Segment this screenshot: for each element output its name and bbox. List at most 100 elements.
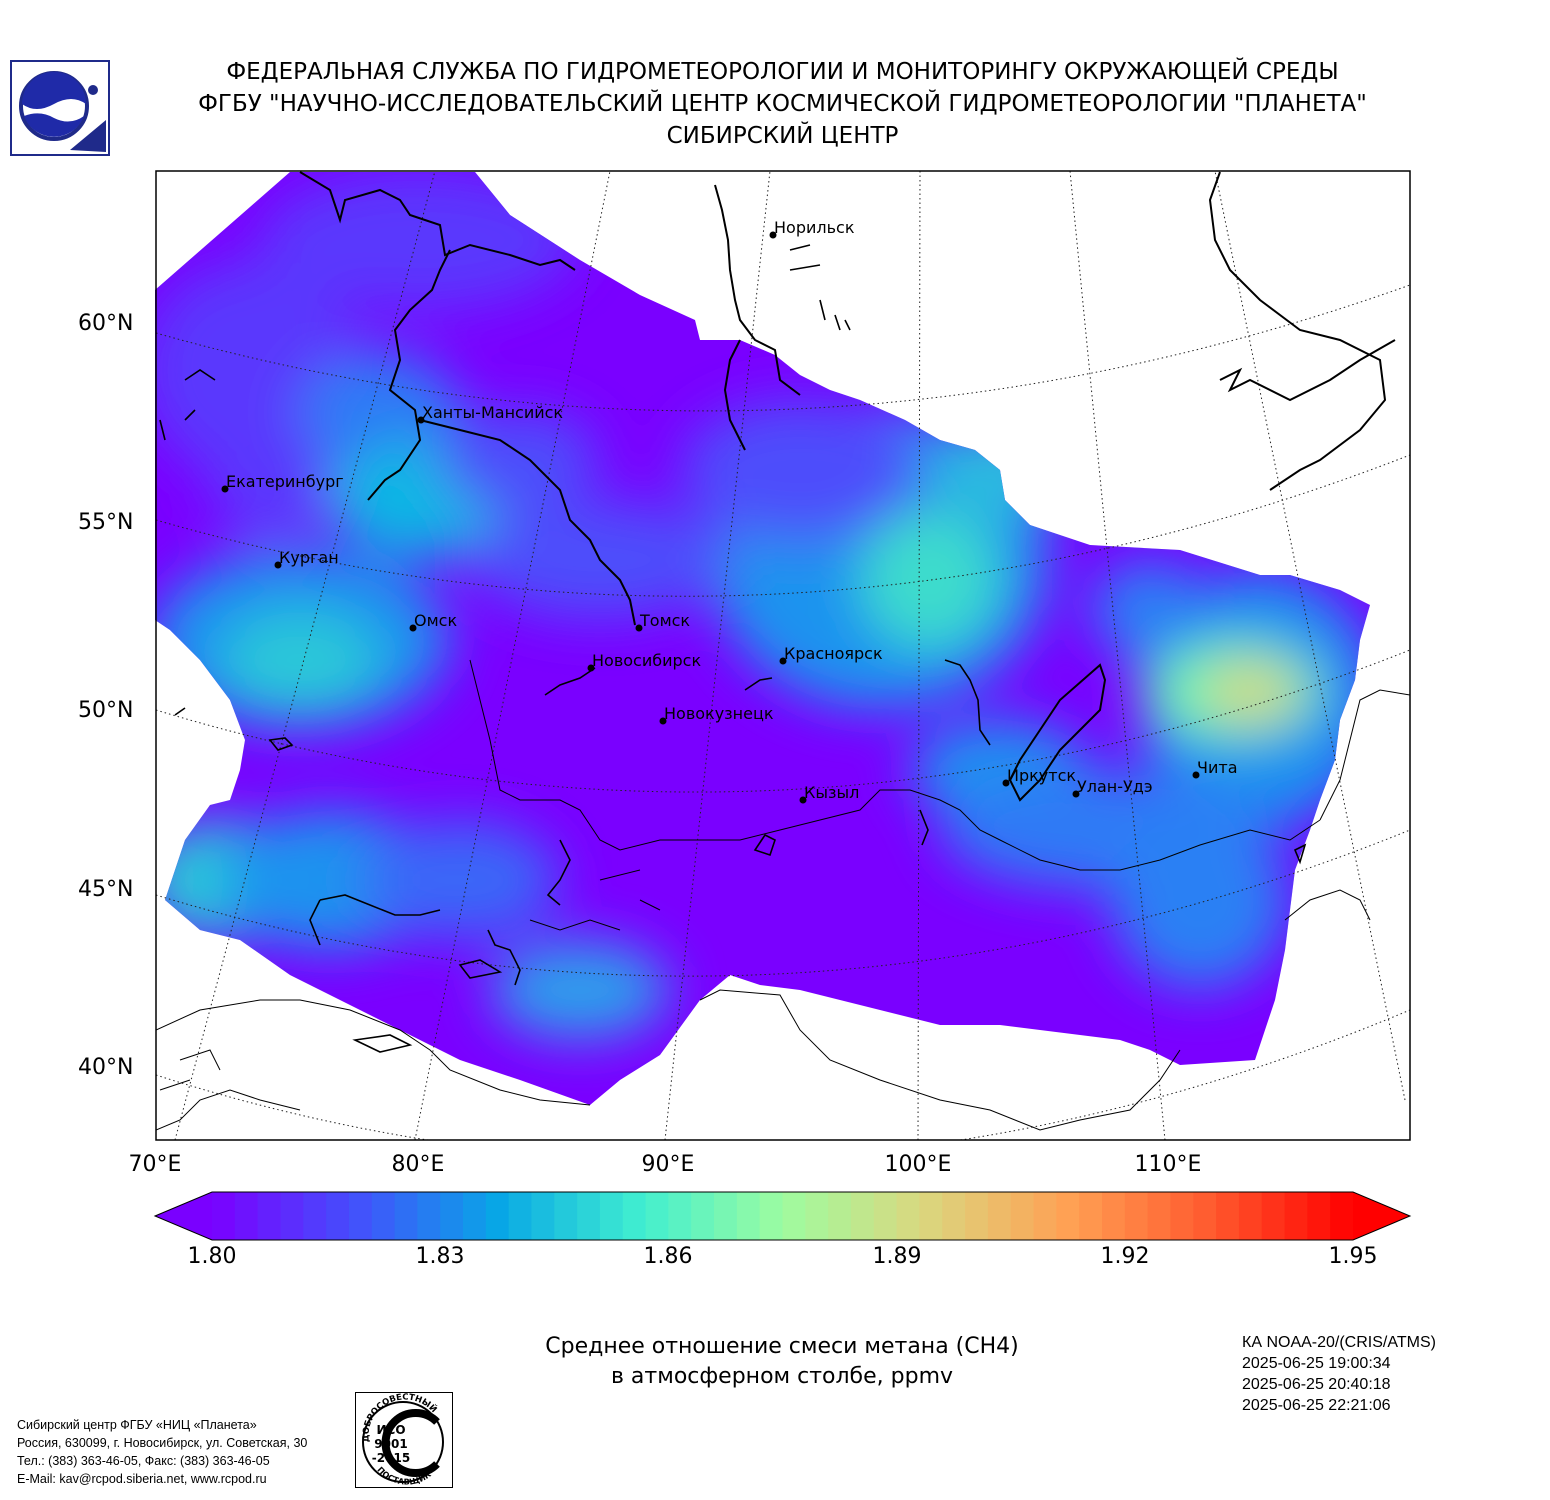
city-label: Новокузнецк: [664, 704, 774, 723]
footer-line: E-Mail: kav@rcpod.siberia.net, www.rcpod…: [17, 1472, 267, 1486]
city-marker: [799, 796, 807, 804]
iso-certificate-badge: ДОБРОСОВЕСТНЫЙ ПОСТАВЩИК ИСО 9001 -2015: [355, 1392, 453, 1488]
colorbar-band: [326, 1192, 350, 1240]
header-title-line3: СИБИРСКИЙ ЦЕНТР: [666, 123, 899, 149]
colorbar-tick-label: 1.89: [872, 1244, 922, 1269]
colorbar-band: [394, 1192, 418, 1240]
footer-line: Сибирский центр ФГБУ «НИЦ «Планета»: [17, 1418, 257, 1432]
colorbar-band: [942, 1192, 966, 1240]
colorbar-band: [759, 1192, 784, 1240]
footer-line: Тел.: (383) 363-46-05, Факс: (383) 363-4…: [17, 1454, 270, 1468]
lat-label-45n: 45°N: [78, 877, 134, 902]
iso-badge-line2: 9001: [374, 1437, 407, 1451]
city-label: Норильск: [774, 218, 855, 237]
colorbar-band: [691, 1192, 715, 1240]
lat-label-40n: 40°N: [78, 1055, 134, 1080]
colorbar-band: [1284, 1192, 1308, 1240]
colorbar-band: [714, 1192, 738, 1240]
city-label: Томск: [639, 611, 690, 630]
colorbar-band: [668, 1192, 692, 1240]
map-frame: [155, 170, 1411, 1141]
city-label: Курган: [279, 548, 339, 567]
map-caption: Среднее отношение смеси метана (СН4) в а…: [482, 1332, 1082, 1392]
map-lines: [156, 171, 1410, 1131]
city-marker: [779, 657, 787, 665]
colorbar-tick-label: 1.92: [1100, 1244, 1150, 1269]
city-marker: [1072, 790, 1080, 798]
colorbar-band: [645, 1192, 669, 1240]
colorbar-band: [508, 1192, 533, 1240]
methane-map: Норильск Ханты-Мансийск Екатеринбург Курган…: [153, 170, 1412, 1241]
colorbar-band: [782, 1192, 806, 1240]
colorbar-band: [1124, 1192, 1149, 1240]
colorbar-band: [1307, 1192, 1331, 1240]
colorbar-band: [577, 1192, 601, 1240]
colorbar-tick-label: 1.86: [643, 1244, 693, 1269]
iso-badge-line1: ИСО: [376, 1423, 405, 1437]
colorbar-band: [873, 1192, 898, 1240]
city-marker: [659, 717, 667, 725]
colorbar-tick-label: 1.80: [187, 1244, 237, 1269]
city-label: Новосибирск: [592, 651, 701, 670]
colorbar-band: [348, 1192, 373, 1240]
lat-label-60n: 60°N: [78, 311, 134, 336]
city-marker: [1002, 779, 1010, 787]
lon-label-90e: 90°E: [641, 1152, 695, 1177]
colorbar-band: [1056, 1192, 1080, 1240]
colorbar-band: [919, 1192, 943, 1240]
colorbar-band: [828, 1192, 852, 1240]
colorbar-outline: [153, 1191, 1412, 1241]
lat-label-55n: 55°N: [78, 510, 134, 535]
city-label: Чита: [1197, 758, 1238, 777]
city-label: Красноярск: [784, 644, 883, 663]
colorbar: [153, 1191, 1412, 1241]
colorbar-band: [212, 1192, 236, 1240]
colorbar-band: [965, 1192, 989, 1240]
colorbar-band: [1261, 1192, 1286, 1240]
colorbar-band: [234, 1192, 259, 1240]
caption-line1: Среднее отношение смеси метана (СН4): [545, 1334, 1019, 1359]
city-label: Улан-Удэ: [1077, 777, 1153, 796]
planeta-logo-icon: [10, 60, 110, 156]
colorbar-band: [1147, 1192, 1172, 1240]
colorbar-band: [1216, 1192, 1240, 1240]
colorbar-band: [850, 1192, 875, 1240]
colorbar-band: [622, 1192, 647, 1240]
pass-time: 2025-06-25 20:40:18: [1242, 1376, 1391, 1393]
city-marker: [635, 624, 643, 632]
colorbar-max-extension: [1353, 1192, 1410, 1240]
colorbar-band: [599, 1192, 624, 1240]
city-marker: [274, 561, 282, 569]
colorbar-band: [1170, 1192, 1194, 1240]
pass-time: 2025-06-25 22:21:06: [1242, 1397, 1391, 1414]
colorbar-band: [1330, 1192, 1354, 1240]
colorbar-band: [371, 1192, 396, 1240]
header-title-line1: ФЕДЕРАЛЬНАЯ СЛУЖБА ПО ГИДРОМЕТЕОРОЛОГИИ …: [226, 59, 1339, 85]
footer-line: Россия, 630099, г. Новосибирск, ул. Сове…: [17, 1436, 308, 1450]
colorbar-min-extension: [155, 1192, 212, 1240]
colorbar-band: [440, 1192, 464, 1240]
graticule: [156, 171, 1410, 1140]
colorbar-band: [463, 1192, 487, 1240]
colorbar-band: [987, 1192, 1012, 1240]
colorbar-band: [1193, 1192, 1217, 1240]
colorbar-band: [531, 1192, 555, 1240]
colorbar-band: [736, 1192, 761, 1240]
lat-label-50n: 50°N: [78, 698, 134, 723]
lon-label-100e: 100°E: [884, 1152, 952, 1177]
colorbar-band: [485, 1192, 510, 1240]
city-marker: [409, 624, 417, 632]
satellite-name: КА NOAA-20/(CRIS/ATMS): [1242, 1334, 1436, 1351]
city-marker: [587, 664, 595, 672]
city-label: Ханты-Мансийск: [422, 403, 563, 422]
iso-badge-line3: -2015: [372, 1451, 410, 1465]
colorbar-band: [303, 1192, 327, 1240]
colorbar-band: [554, 1192, 578, 1240]
city-label: Иркутск: [1007, 766, 1076, 785]
pass-time: 2025-06-25 19:00:34: [1242, 1355, 1391, 1372]
caption-line2: в атмосферном столбе, ppmv: [610, 1364, 954, 1389]
city-label: Кызыл: [804, 783, 859, 802]
city-marker: [1192, 771, 1200, 779]
colorbar-band: [805, 1192, 829, 1240]
colorbar-band: [1101, 1192, 1126, 1240]
